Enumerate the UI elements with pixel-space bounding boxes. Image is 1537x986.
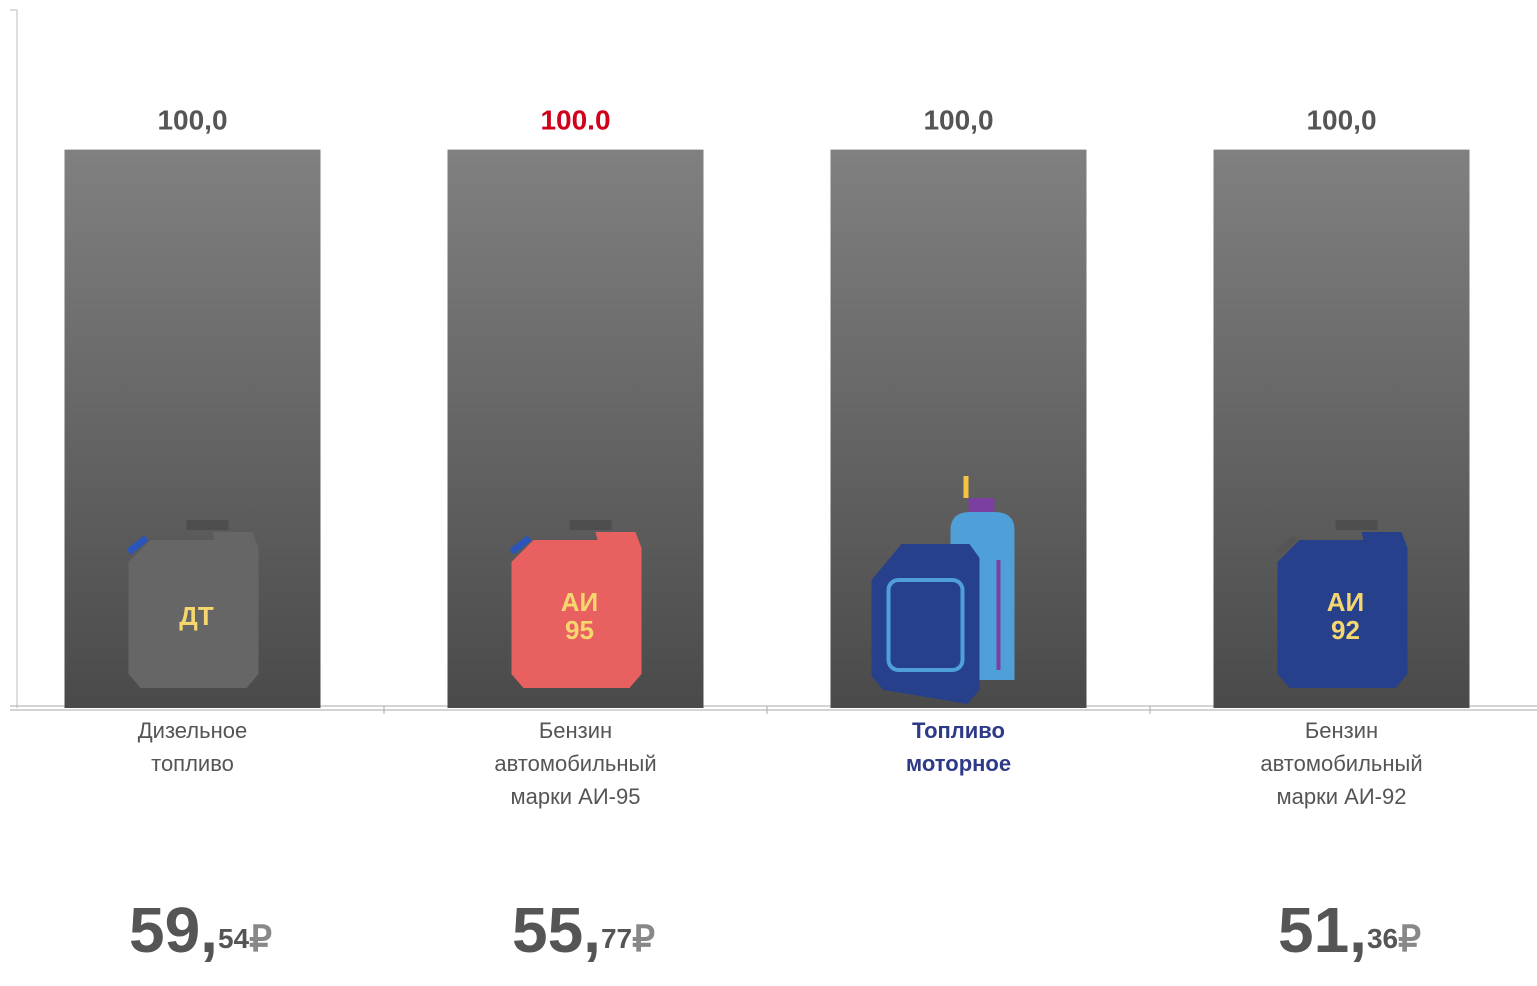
icon-label: АИ bbox=[561, 587, 598, 617]
can-spout bbox=[509, 535, 532, 555]
category-label: Бензин автомобильный марки АИ-95 bbox=[494, 718, 657, 809]
can-handle bbox=[569, 520, 612, 530]
value-label: 100,0 bbox=[923, 104, 993, 135]
price-fraction: 54 bbox=[218, 923, 250, 954]
value-label: 100,0 bbox=[157, 104, 227, 135]
can-body bbox=[1277, 532, 1408, 688]
fuel-icon: ДТ bbox=[126, 520, 259, 688]
canister-window bbox=[886, 578, 965, 672]
price-whole: 55, bbox=[512, 894, 601, 966]
price: 51,36₽ bbox=[1278, 894, 1421, 966]
motor-oil-icon bbox=[871, 476, 1015, 704]
category-label: Дизельное топливо bbox=[137, 718, 248, 776]
icon-label: 95 bbox=[565, 615, 594, 645]
bottle-tip bbox=[963, 476, 969, 498]
price-currency: ₽ bbox=[632, 918, 655, 959]
bottle-cap bbox=[968, 498, 995, 514]
price-currency: ₽ bbox=[1398, 918, 1421, 959]
can-spout bbox=[1275, 535, 1298, 555]
price: 55,77₽ bbox=[512, 894, 655, 966]
icon-label: ДТ bbox=[179, 601, 214, 631]
price-whole: 51, bbox=[1278, 894, 1367, 966]
can-body bbox=[128, 532, 259, 688]
can-handle bbox=[1335, 520, 1378, 530]
canister bbox=[871, 544, 980, 704]
price-whole: 59, bbox=[129, 894, 218, 966]
price-fraction: 36 bbox=[1367, 923, 1398, 954]
can-handle bbox=[186, 520, 229, 530]
value-label: 100.0 bbox=[540, 104, 610, 135]
can-spout bbox=[126, 535, 149, 555]
can-body bbox=[511, 532, 642, 688]
price-currency: ₽ bbox=[249, 918, 272, 959]
bottle-stripe bbox=[996, 560, 1001, 670]
price-fraction: 77 bbox=[601, 923, 632, 954]
icon-label: АИ bbox=[1327, 587, 1364, 617]
icon-label: 92 bbox=[1331, 615, 1360, 645]
value-label: 100,0 bbox=[1306, 104, 1376, 135]
category-label: Топливо моторное bbox=[905, 718, 1012, 776]
category-label: Бензин автомобильный марки АИ-92 bbox=[1260, 718, 1423, 809]
price: 59,54₽ bbox=[129, 894, 272, 966]
